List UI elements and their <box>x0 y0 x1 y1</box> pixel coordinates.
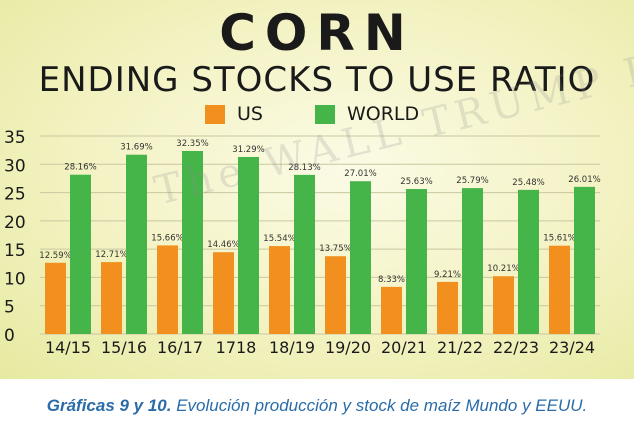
data-label: 25.63% <box>400 177 432 187</box>
bar-us <box>493 276 514 334</box>
x-tick-label: 22/23 <box>493 338 539 357</box>
bar-us <box>157 245 178 334</box>
data-label: 12.59% <box>39 251 71 261</box>
x-tick-label: 18/19 <box>269 338 315 357</box>
y-tick-label: 30 <box>4 156 26 176</box>
bar-world <box>406 189 427 334</box>
data-label: 15.54% <box>263 234 295 244</box>
y-tick-label: 20 <box>4 213 26 233</box>
legend-label-world: WORLD <box>346 103 420 125</box>
data-label: 25.48% <box>512 178 544 188</box>
y-tick-label: 10 <box>4 269 26 289</box>
bar-us <box>269 246 290 334</box>
x-tick-label: 20/21 <box>381 338 427 357</box>
y-tick-label: 15 <box>4 241 26 261</box>
legend-swatch-world <box>314 104 335 124</box>
data-label: 27.01% <box>344 169 376 179</box>
data-label: 31.69% <box>120 143 152 153</box>
bar-world <box>126 154 147 334</box>
bar-us <box>213 252 234 334</box>
y-tick-label: 35 <box>4 128 26 148</box>
legend-item-us: US <box>205 103 263 125</box>
bar-world <box>182 150 203 334</box>
chart-legend: US WORLD <box>205 103 471 125</box>
data-label: 12.71% <box>95 250 127 260</box>
x-tick-label: 23/24 <box>549 338 595 357</box>
legend-swatch-us <box>205 104 225 124</box>
caption-bar: Gráficas 9 y 10. Evolución producción y … <box>0 379 634 433</box>
figure-caption: Gráficas 9 y 10. Evolución producción y … <box>47 396 588 416</box>
bar-world <box>518 189 539 334</box>
bar-chart: 0 5 10 15 20 25 30 35 12.59% 28.16% 14/15 12.71% 31.… <box>4 128 601 357</box>
data-label: 9.21% <box>434 270 461 280</box>
data-label: 28.16% <box>64 163 96 173</box>
data-label: 15.66% <box>151 233 183 243</box>
legend-item-world: WORLD <box>314 103 420 125</box>
x-tick-label: 19/20 <box>325 338 371 357</box>
bar-world <box>294 174 315 334</box>
y-tick-label: 0 <box>4 326 15 346</box>
legend-label-us: US <box>237 103 263 125</box>
bar-world <box>70 174 91 334</box>
bar-world <box>350 181 371 334</box>
bar-us <box>381 286 402 334</box>
data-label: 10.21% <box>487 264 519 274</box>
chart-subtitle: ENDING STOCKS TO USE RATIO <box>38 60 596 100</box>
x-tick-label: 16/17 <box>157 338 203 357</box>
y-tick-label: 25 <box>4 185 26 205</box>
x-tick-label: 21/22 <box>437 338 483 357</box>
chart-title: CORN <box>219 4 415 62</box>
bar-us <box>45 262 66 334</box>
data-label: 25.79% <box>456 176 488 186</box>
data-label: 28.13% <box>288 163 320 173</box>
x-tick-label: 1718 <box>216 338 257 357</box>
bar-us <box>101 262 122 334</box>
bar-us <box>549 245 570 334</box>
bar-world <box>574 186 595 334</box>
bar-us <box>325 256 346 334</box>
caption-text: Evolución producción y stock de maíz Mun… <box>171 396 588 415</box>
data-label: 31.29% <box>232 145 264 155</box>
bar-world <box>462 188 483 334</box>
data-label: 15.61% <box>543 234 575 244</box>
data-label: 14.46% <box>207 240 239 250</box>
data-label: 8.33% <box>378 275 405 285</box>
bar-world <box>238 156 259 334</box>
y-tick-label: 5 <box>4 298 15 318</box>
x-tick-label: 15/16 <box>101 338 147 357</box>
x-tick-label: 14/15 <box>45 338 91 357</box>
data-label: 13.75% <box>319 244 351 254</box>
data-label: 32.35% <box>176 139 208 149</box>
caption-label: Gráficas 9 y 10. <box>46 396 172 415</box>
bar-us <box>437 281 458 334</box>
chart-panel: CORN ENDING STOCKS TO USE RATIO US WORLD… <box>0 0 634 379</box>
data-label: 26.01% <box>568 175 600 185</box>
